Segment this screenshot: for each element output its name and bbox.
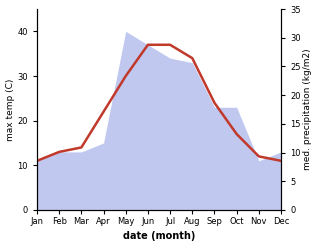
X-axis label: date (month): date (month) [123,231,195,242]
Y-axis label: med. precipitation (kg/m2): med. precipitation (kg/m2) [303,49,313,170]
Y-axis label: max temp (C): max temp (C) [5,78,15,141]
